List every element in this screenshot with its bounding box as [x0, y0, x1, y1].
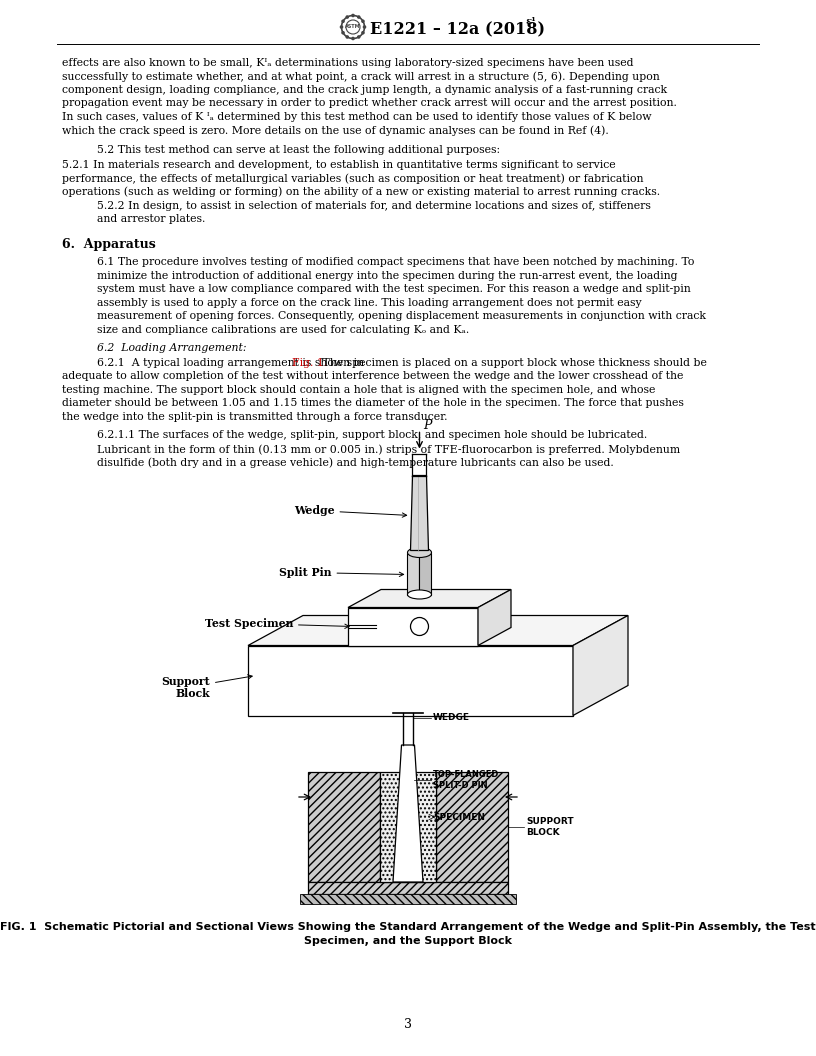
Text: 6.1 The procedure involves testing of modified compact specimens that have been : 6.1 The procedure involves testing of mo…: [97, 258, 694, 267]
Polygon shape: [248, 645, 573, 716]
Circle shape: [345, 35, 349, 39]
Circle shape: [410, 618, 428, 636]
Text: 6.2.1.1 The surfaces of the wedge, split-pin, support block, and specimen hole s: 6.2.1.1 The surfaces of the wedge, split…: [97, 431, 647, 440]
Polygon shape: [393, 744, 423, 882]
Polygon shape: [478, 589, 511, 645]
Polygon shape: [308, 882, 508, 894]
Circle shape: [361, 31, 365, 35]
Text: performance, the effects of metallurgical variables (such as composition or heat: performance, the effects of metallurgica…: [62, 173, 644, 184]
Text: Test Specimen: Test Specimen: [205, 618, 349, 629]
Text: the wedge into the split-pin is transmitted through a force transducer.: the wedge into the split-pin is transmit…: [62, 412, 447, 422]
Text: TOP-FLANGED
SPLIT-D PIN: TOP-FLANGED SPLIT-D PIN: [433, 770, 499, 790]
Text: effects are also known to be small, Kᴵₐ determinations using laboratory-sized sp: effects are also known to be small, Kᴵₐ …: [62, 58, 633, 68]
Text: measurement of opening forces. Consequently, opening displacement measurements i: measurement of opening forces. Consequen…: [97, 312, 706, 321]
Circle shape: [351, 14, 355, 17]
Ellipse shape: [458, 622, 496, 639]
Text: 5.2.1 In materials research and development, to establish in quantitative terms : 5.2.1 In materials research and developm…: [62, 159, 615, 170]
Polygon shape: [300, 894, 516, 904]
Text: 5.2.2 In design, to assist in selection of materials for, and determine location: 5.2.2 In design, to assist in selection …: [97, 201, 651, 211]
Polygon shape: [348, 589, 511, 607]
Text: propagation event may be necessary in order to predict whether crack arrest will: propagation event may be necessary in or…: [62, 98, 677, 109]
Circle shape: [339, 25, 344, 29]
Text: 6.  Apparatus: 6. Apparatus: [62, 238, 156, 251]
Text: Fig. 1.: Fig. 1.: [291, 358, 327, 367]
Circle shape: [357, 35, 361, 39]
Text: FIG. 1  Schematic Pictorial and Sectional Views Showing the Standard Arrangement: FIG. 1 Schematic Pictorial and Sectional…: [0, 922, 816, 932]
Circle shape: [361, 19, 365, 23]
Text: 5.2 This test method can serve at least the following additional purposes:: 5.2 This test method can serve at least …: [97, 145, 500, 155]
Text: In such cases, values of K ᴵₐ determined by this test method can be used to iden: In such cases, values of K ᴵₐ determined…: [62, 112, 651, 122]
Ellipse shape: [407, 547, 432, 558]
Text: SUPPORT
BLOCK: SUPPORT BLOCK: [526, 817, 574, 836]
Text: and arrestor plates.: and arrestor plates.: [97, 214, 206, 225]
Ellipse shape: [407, 590, 432, 599]
Text: minimize the introduction of additional energy into the specimen during the run-: minimize the introduction of additional …: [97, 271, 677, 281]
Circle shape: [351, 37, 355, 40]
Text: operations (such as welding or forming) on the ability of a new or existing mate: operations (such as welding or forming) …: [62, 187, 660, 197]
Polygon shape: [308, 772, 380, 882]
Text: assembly is used to apply a force on the crack line. This loading arrangement do: assembly is used to apply a force on the…: [97, 298, 641, 308]
Polygon shape: [573, 616, 628, 716]
Text: 6.2  Loading Arrangement:: 6.2 Loading Arrangement:: [97, 343, 246, 354]
Text: system must have a low compliance compared with the test specimen. For this reas: system must have a low compliance compar…: [97, 284, 691, 295]
Circle shape: [357, 15, 361, 19]
Polygon shape: [348, 607, 478, 645]
Text: Wedge: Wedge: [294, 505, 406, 517]
Polygon shape: [248, 616, 628, 645]
Text: P: P: [424, 419, 432, 432]
Circle shape: [341, 31, 345, 35]
Text: Specimen, and the Support Block: Specimen, and the Support Block: [304, 936, 512, 946]
Text: WEDGE: WEDGE: [433, 713, 470, 721]
Text: diameter should be between 1.05 and 1.15 times the diameter of the hole in the s: diameter should be between 1.05 and 1.15…: [62, 398, 684, 409]
Polygon shape: [407, 552, 419, 595]
Text: component design, loading compliance, and the crack jump length, a dynamic analy: component design, loading compliance, an…: [62, 84, 667, 95]
Text: 6.2.1  A typical loading arrangement is shown in: 6.2.1 A typical loading arrangement is s…: [97, 358, 368, 367]
Polygon shape: [419, 552, 432, 595]
Text: ε¹: ε¹: [526, 17, 537, 26]
Polygon shape: [380, 772, 436, 882]
Text: The specimen is placed on a support block whose thickness should be: The specimen is placed on a support bloc…: [320, 358, 707, 367]
Text: 3: 3: [404, 1018, 412, 1031]
Polygon shape: [436, 772, 508, 882]
Text: Split Pin: Split Pin: [279, 567, 404, 578]
Text: SPECIMEN: SPECIMEN: [433, 812, 485, 822]
Circle shape: [341, 19, 345, 23]
Text: disulfide (both dry and in a grease vehicle) and high-temperature lubricants can: disulfide (both dry and in a grease vehi…: [97, 457, 614, 468]
Text: successfully to estimate whether, and at what point, a crack will arrest in a st: successfully to estimate whether, and at…: [62, 72, 660, 82]
Circle shape: [362, 25, 366, 29]
Text: ASTM: ASTM: [345, 24, 361, 30]
Text: adequate to allow completion of the test without interference between the wedge : adequate to allow completion of the test…: [62, 372, 683, 381]
Text: which the crack speed is zero. More details on the use of dynamic analyses can b: which the crack speed is zero. More deta…: [62, 126, 609, 136]
Circle shape: [345, 15, 349, 19]
Text: testing machine. The support block should contain a hole that is aligned with th: testing machine. The support block shoul…: [62, 385, 655, 395]
Text: Support
Block: Support Block: [162, 675, 252, 699]
Polygon shape: [410, 475, 428, 550]
Text: size and compliance calibrations are used for calculating Kₒ and Kₐ.: size and compliance calibrations are use…: [97, 325, 469, 335]
Text: E1221 – 12a (2018): E1221 – 12a (2018): [370, 21, 545, 38]
Text: Lubricant in the form of thin (0.13 mm or 0.005 in.) strips of TFE-fluorocarbon : Lubricant in the form of thin (0.13 mm o…: [97, 444, 680, 454]
